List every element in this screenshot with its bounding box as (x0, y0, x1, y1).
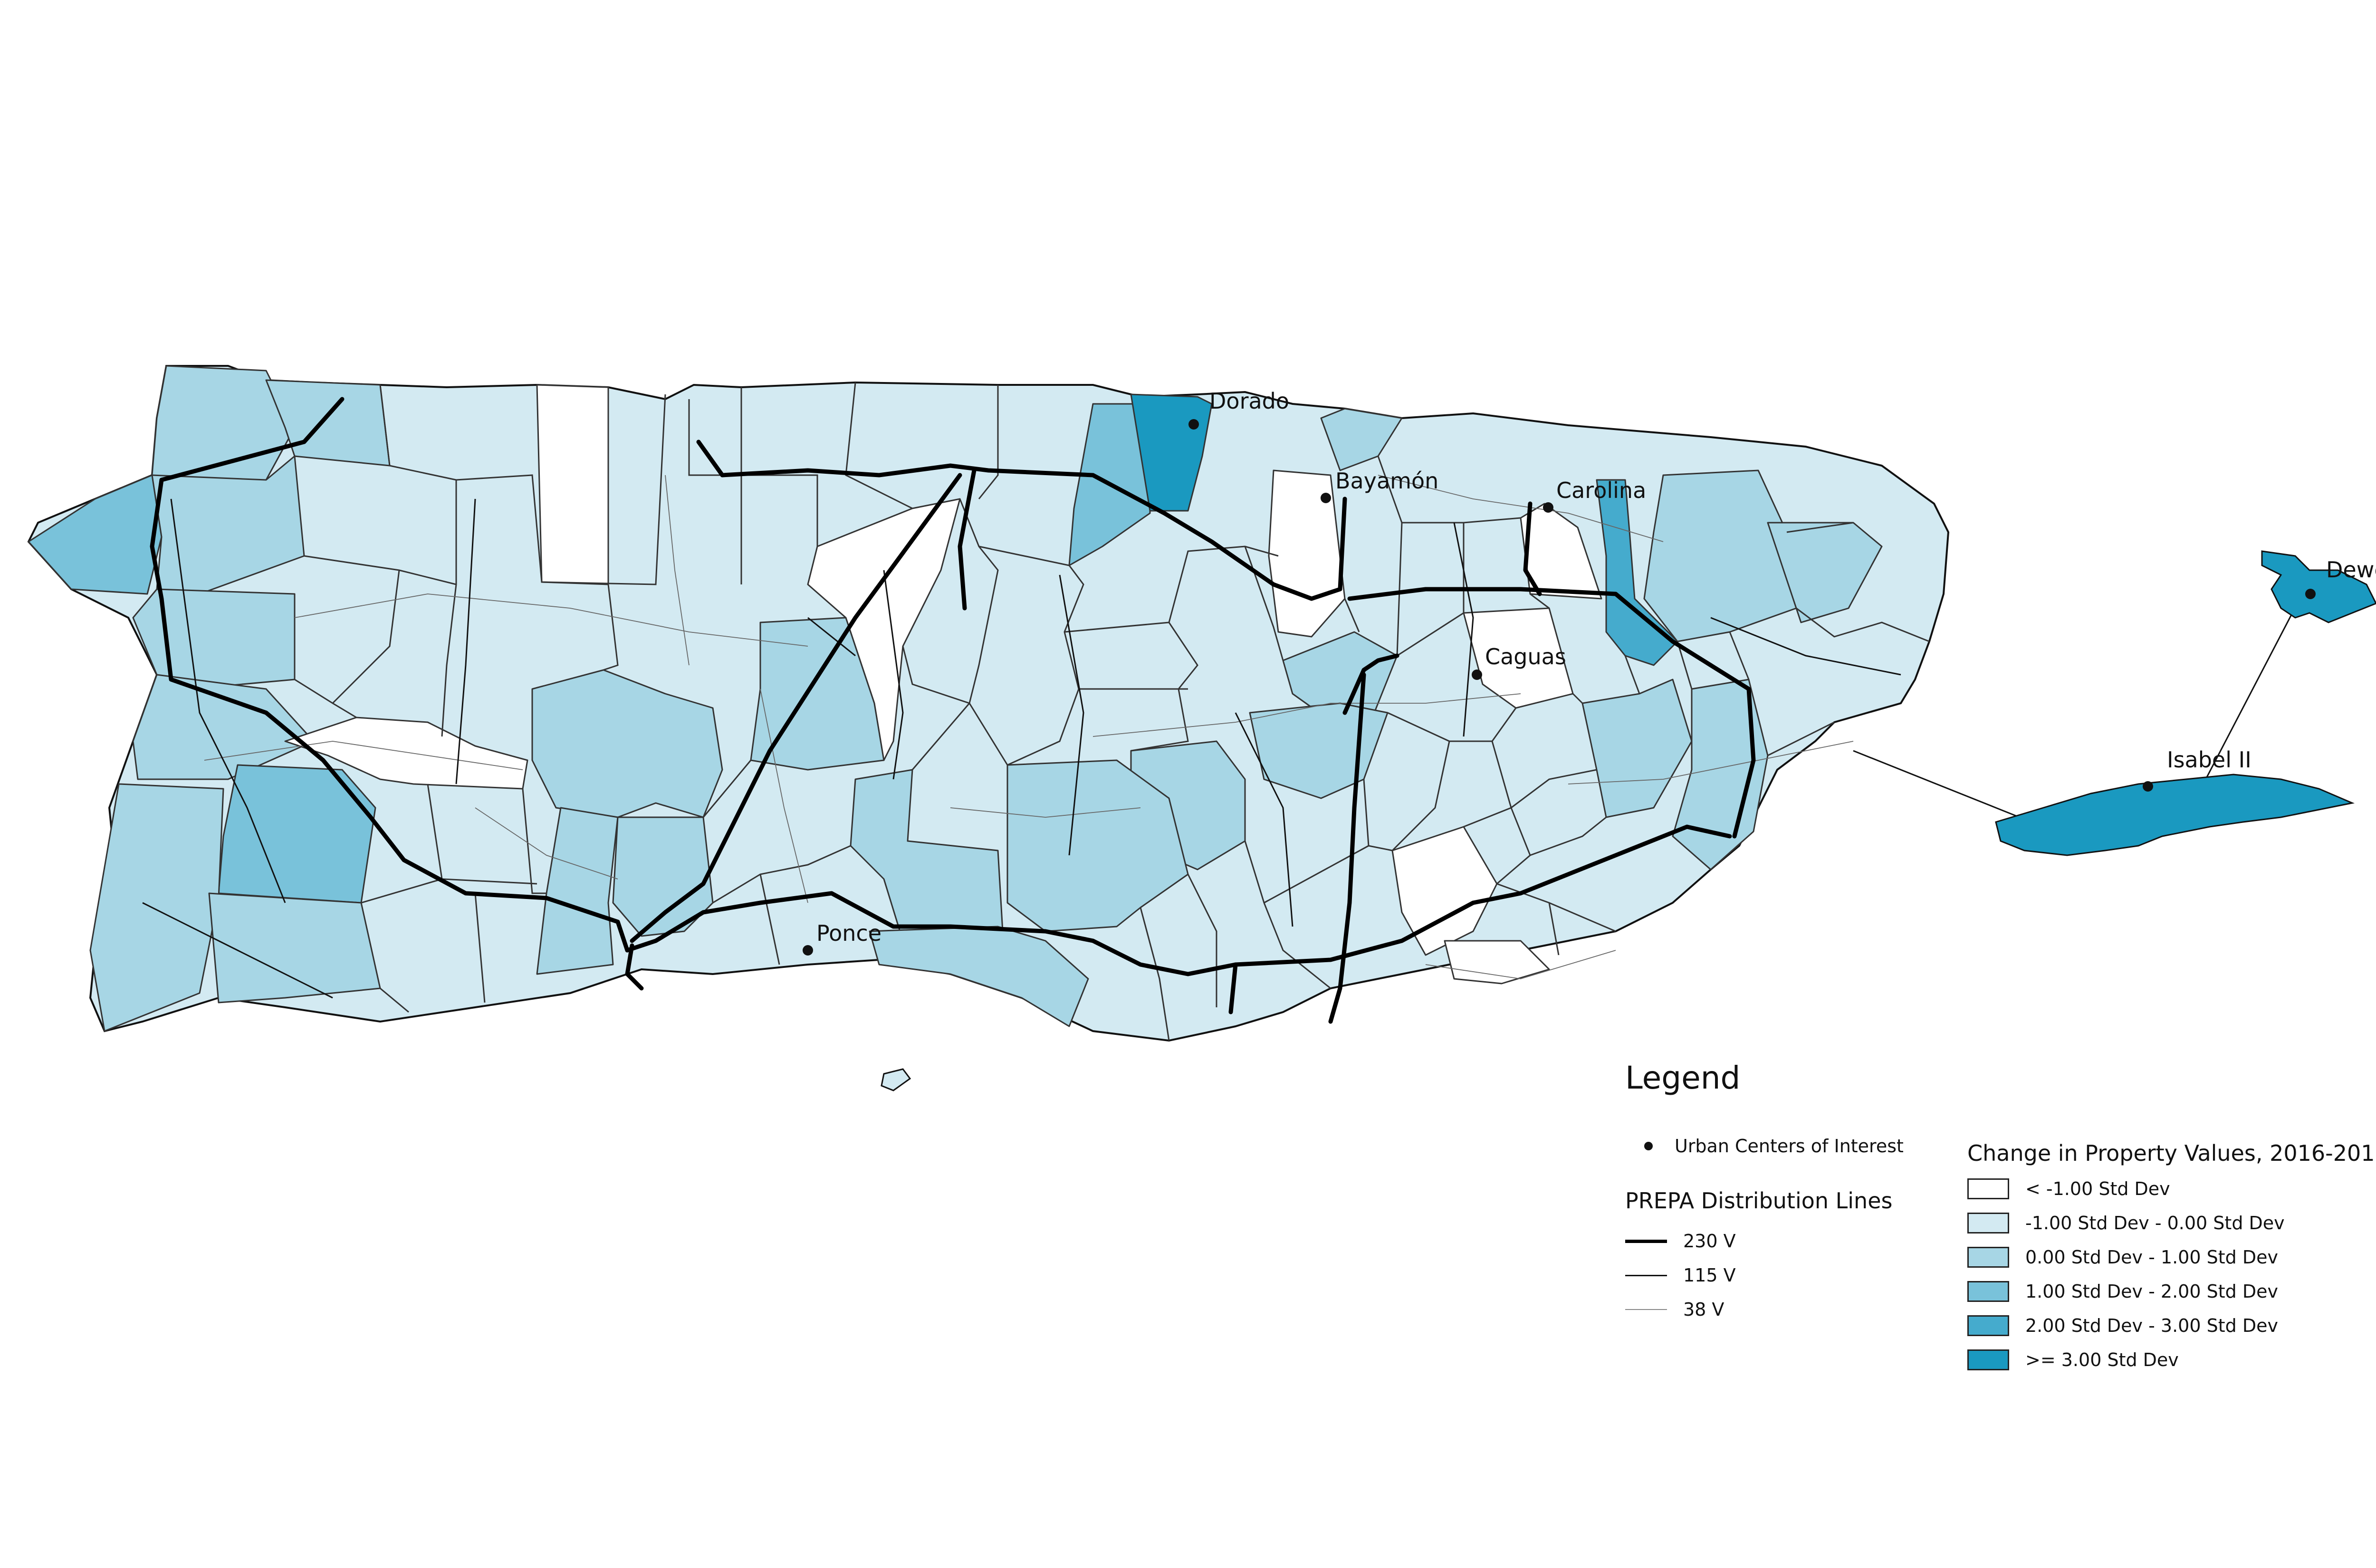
ponce-label: Ponce (816, 920, 881, 946)
dorado-dot (1188, 419, 1199, 430)
lines-230v (150, 397, 1756, 1024)
culebra-island (2261, 550, 2376, 623)
urban-centers-label: Urban Centers of Interest (1675, 1136, 1904, 1157)
class-4-swatch (1967, 1315, 2009, 1336)
class-0-swatch (1967, 1178, 2009, 1199)
dewey-label: Dewey (2326, 557, 2376, 583)
caguas-label: Caguas (1485, 644, 1566, 669)
ponce-dot (803, 945, 813, 956)
caja-de-muertos (881, 1068, 911, 1091)
classes-title: Change in Property Values, 2016-2018 (1967, 1140, 2376, 1166)
line-115-symbol (1625, 1274, 1667, 1276)
carolina-dot (1543, 502, 1553, 513)
bayamon-label: Bayamón (1335, 468, 1438, 494)
line-115-label: 115 V (1683, 1265, 1736, 1286)
class-3-label: 1.00 Std Dev - 2.00 Std Dev (2025, 1281, 2278, 1302)
class-3-swatch (1967, 1281, 2009, 1302)
lines-title: PREPA Distribution Lines (1625, 1188, 1893, 1214)
urban-centers: Dorado Bayamón Carolina Caguas Ponce Dew… (803, 388, 2376, 956)
legend-urban-centers: Urban Centers of Interest (1644, 1136, 1904, 1157)
legend-line-115: 115 V (1625, 1265, 1736, 1286)
municipal-boundaries (294, 382, 1930, 1041)
line-230-label: 230 V (1683, 1231, 1736, 1252)
isabel-ii-label: Isabel II (2167, 747, 2251, 773)
class-0-label: < -1.00 Std Dev (2025, 1178, 2170, 1199)
class-2-swatch (1967, 1247, 2009, 1268)
lines-38v (204, 475, 1854, 979)
legend-class-1: -1.00 Std Dev - 0.00 Std Dev (1967, 1213, 2285, 1233)
legend-class-5: >= 3.00 Std Dev (1967, 1349, 2179, 1370)
isabel-ii-dot (2143, 781, 2153, 792)
legend-class-0: < -1.00 Std Dev (1967, 1178, 2170, 1199)
class-2-label: 0.00 Std Dev - 1.00 Std Dev (2025, 1247, 2278, 1268)
class-5-label: >= 3.00 Std Dev (2025, 1349, 2179, 1370)
bayamon-dot (1321, 493, 1331, 503)
line-230-symbol (1625, 1239, 1667, 1243)
carolina-label: Carolina (1556, 478, 1646, 503)
legend-title: Legend (1625, 1060, 1741, 1096)
class-1-label: -1.00 Std Dev - 0.00 Std Dev (2025, 1213, 2285, 1233)
map-legend: Legend Urban Centers of Interest PREPA D… (1620, 1060, 2376, 1392)
line-38-symbol (1625, 1309, 1667, 1310)
class-1-swatch (1967, 1213, 2009, 1233)
class-5-swatch (1967, 1349, 2009, 1370)
legend-line-230: 230 V (1625, 1231, 1736, 1252)
dewey-dot (2305, 589, 2316, 599)
legend-class-4: 2.00 Std Dev - 3.00 Std Dev (1967, 1315, 2278, 1336)
class-4-label: 2.00 Std Dev - 3.00 Std Dev (2025, 1315, 2278, 1336)
legend-line-38: 38 V (1625, 1299, 1724, 1320)
caguas-dot (1472, 669, 1482, 680)
municipalities (28, 365, 1883, 1032)
dorado-label: Dorado (1209, 388, 1289, 414)
legend-class-3: 1.00 Std Dev - 2.00 Std Dev (1967, 1281, 2278, 1302)
legend-class-2: 0.00 Std Dev - 1.00 Std Dev (1967, 1247, 2278, 1268)
vieques-island (1995, 774, 2355, 856)
line-38-label: 38 V (1683, 1299, 1725, 1320)
urban-center-dot-icon (1644, 1142, 1653, 1150)
